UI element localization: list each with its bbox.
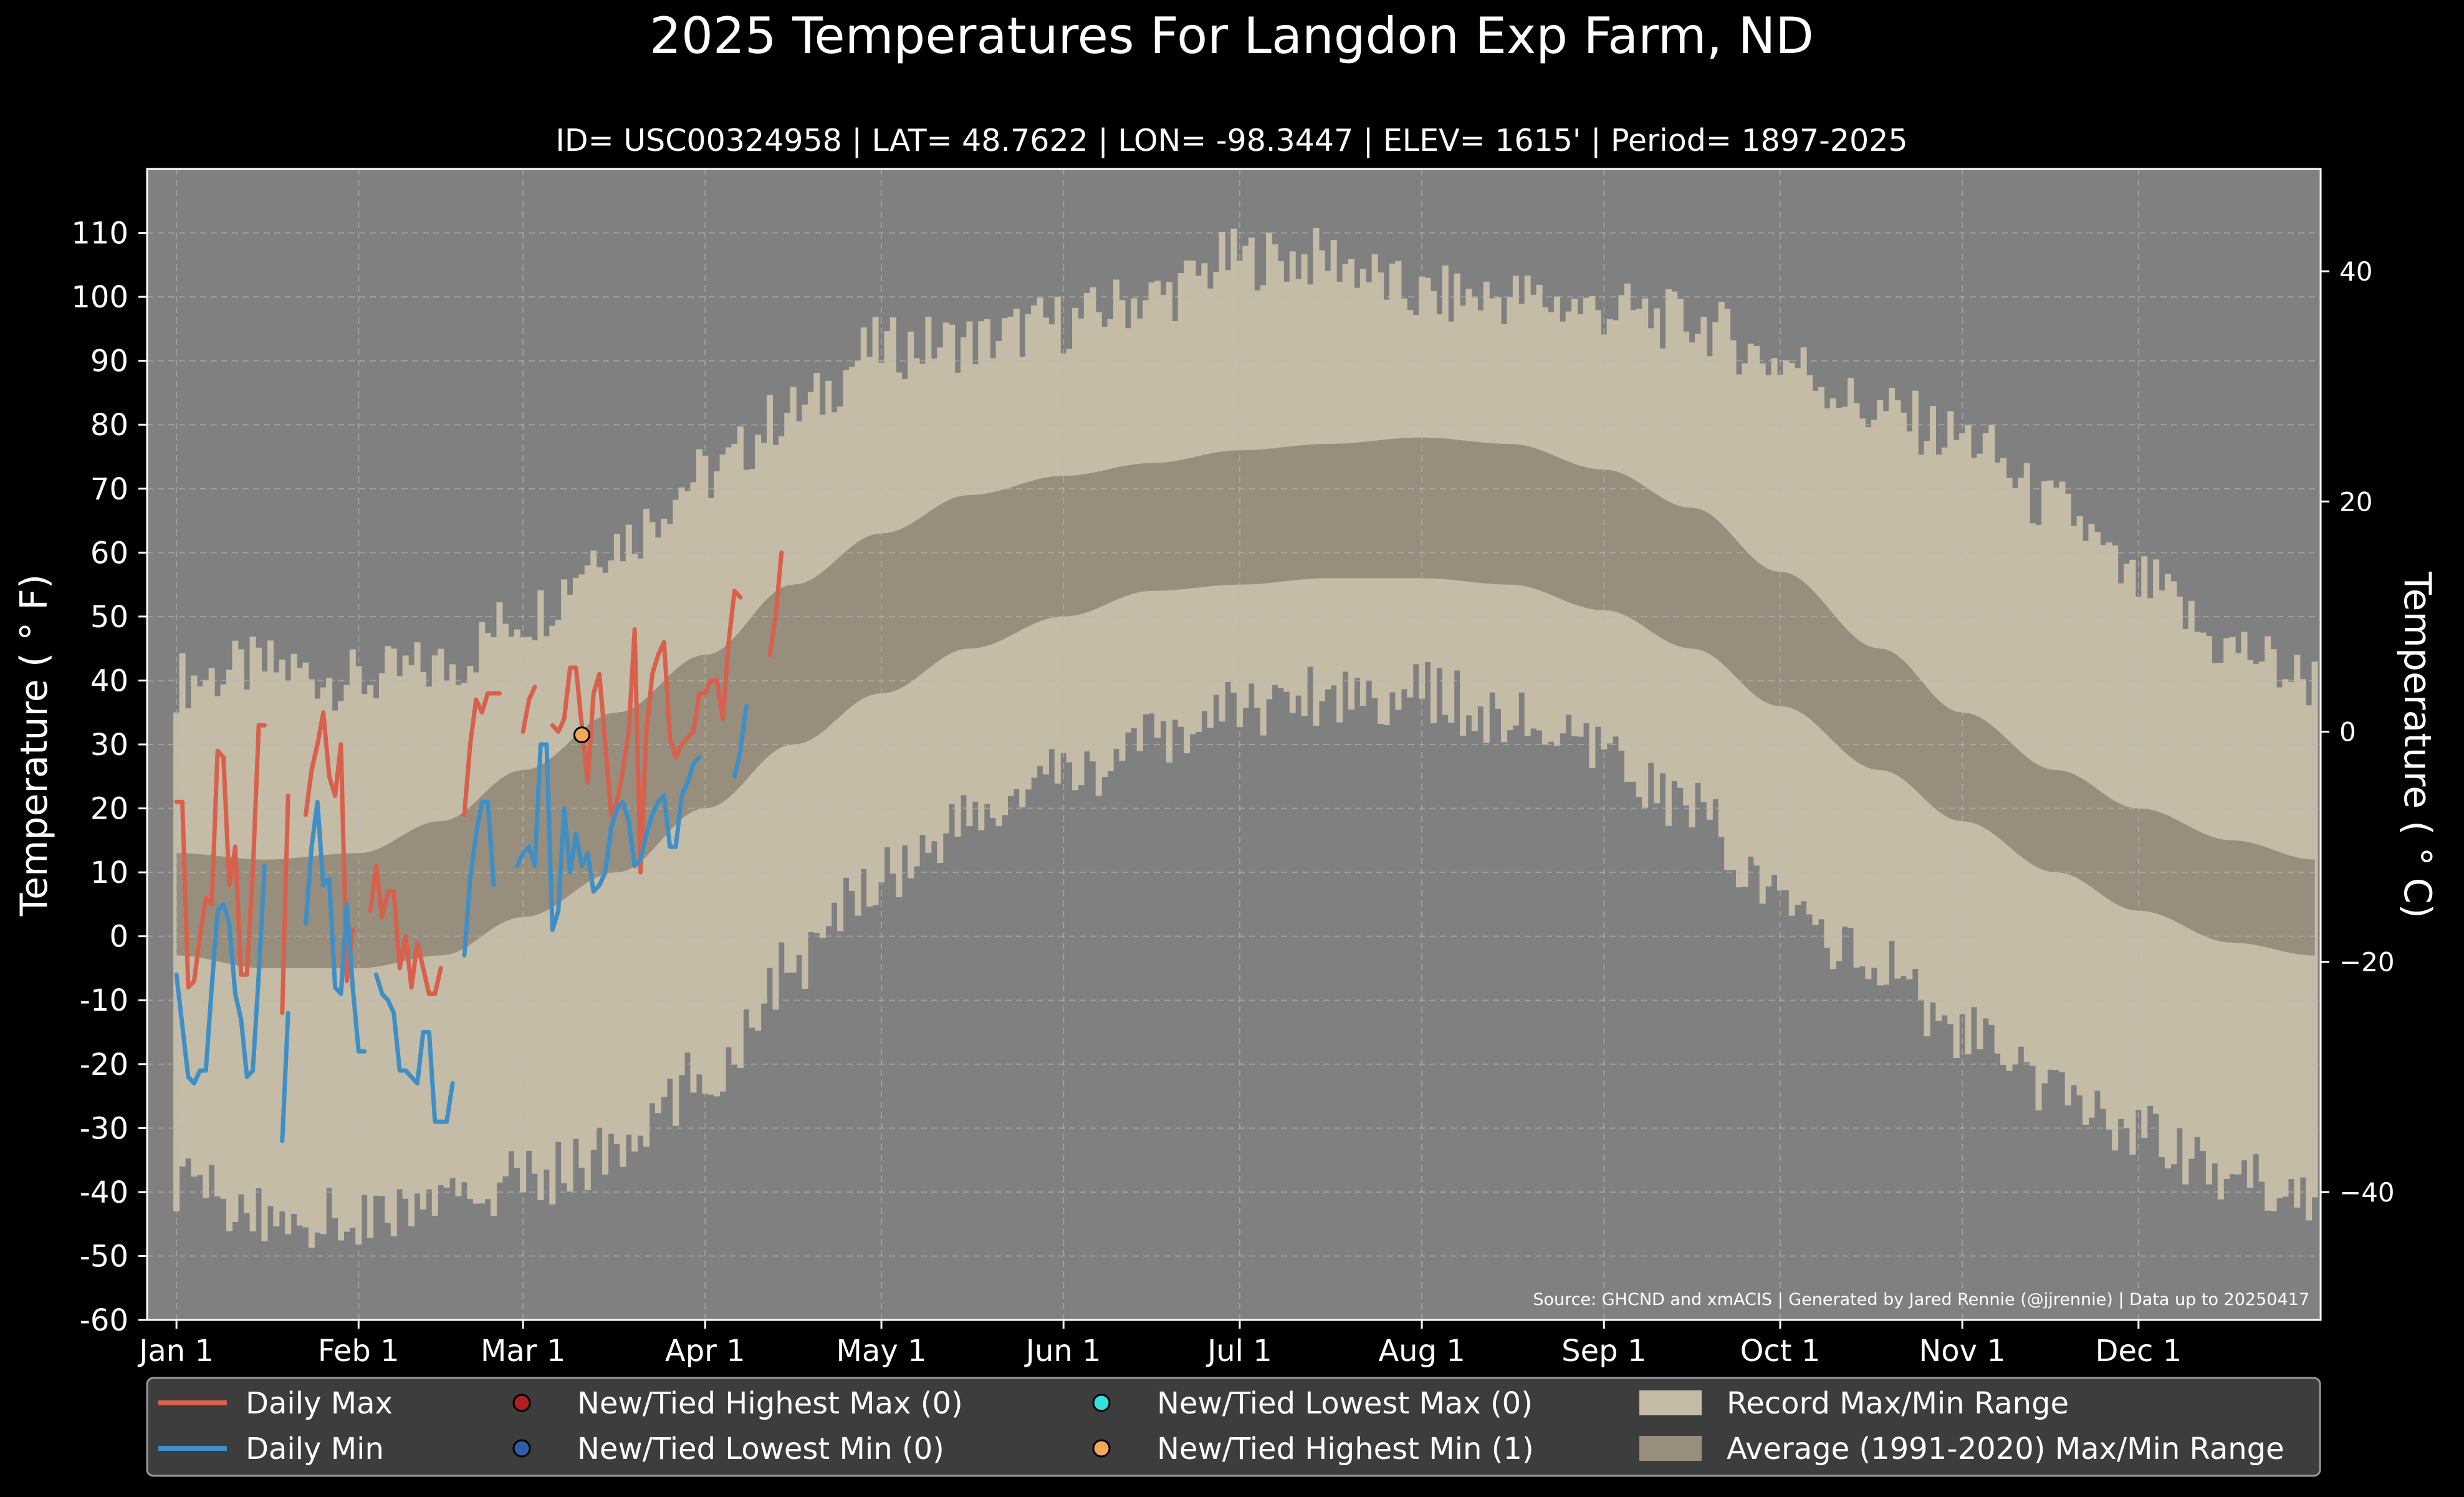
y-tick-label: 40: [90, 663, 128, 698]
chart-subtitle: ID= USC00324958 | LAT= 48.7622 | LON= -9…: [555, 123, 1907, 158]
record-range-bar: [1988, 425, 1995, 1025]
y-axis-label-right: Temperature ( ° C): [2395, 571, 2439, 918]
x-tick-label: Aug 1: [1378, 1334, 1465, 1369]
y2-tick-label: −40: [2339, 1177, 2395, 1208]
y-tick-label: 90: [90, 344, 128, 379]
x-tick-label: Dec 1: [2096, 1334, 2182, 1369]
source-note: Source: GHCND and xmACIS | Generated by …: [1533, 1290, 2309, 1309]
x-tick-label: Mar 1: [481, 1334, 565, 1369]
y-tick-label: 50: [90, 600, 128, 635]
y-tick-label: -10: [80, 983, 128, 1018]
y-tick-label: 10: [90, 855, 128, 890]
y-tick-label: 110: [71, 216, 128, 251]
y-tick-label: 0: [109, 920, 128, 955]
legend-label: Record Max/Min Range: [1727, 1386, 2069, 1421]
y-tick-label: -50: [80, 1239, 128, 1274]
y-tick-label: -40: [80, 1175, 128, 1210]
y-tick-label: 70: [90, 472, 128, 507]
plot-area: -60 -50 -40 -30 -20 -10 0 10 20 30 40 50 60 70 80 90 100…: [71, 168, 2395, 1369]
y-tick-label: 30: [90, 728, 128, 763]
legend: Daily Max Daily Min New/Tied Highest Max (…: [146, 1377, 2321, 1477]
y-tick-label: -20: [80, 1047, 128, 1082]
y-axis-label-left: Temperature ( ° F): [12, 574, 56, 917]
legend-label: New/Tied Lowest Min (0): [577, 1432, 944, 1466]
legend-swatch-patch: [1639, 1436, 1702, 1461]
legend-label: New/Tied Highest Min (1): [1157, 1432, 1534, 1466]
y2-tick-label: 40: [2339, 256, 2372, 287]
normal-range-band: [176, 437, 2315, 968]
daily-min-line: [174, 704, 749, 1143]
legend-swatch-marker: [1092, 1394, 1111, 1412]
y-tick-label: -60: [80, 1303, 128, 1338]
legend-label: New/Tied Lowest Max (0): [1157, 1386, 1533, 1421]
y-tick-label: -30: [80, 1111, 128, 1146]
x-tick-label: Nov 1: [1919, 1334, 2005, 1369]
chart-title: 2025 Temperatures For Langdon Exp Farm, …: [650, 7, 1814, 65]
record-range-bar: [173, 712, 180, 1211]
legend-label: Daily Min: [246, 1432, 384, 1466]
x-tick-label: May 1: [837, 1334, 927, 1369]
highest-min-marker: [573, 726, 590, 744]
legend-swatch-patch: [1639, 1390, 1702, 1415]
daily-max-line: [174, 550, 784, 1016]
legend-swatch-marker: [512, 1439, 531, 1458]
legend-label: New/Tied Highest Max (0): [577, 1386, 963, 1421]
legend-box: [146, 1377, 2321, 1477]
legend-swatch-marker: [1092, 1439, 1111, 1458]
y2-tick-label: 20: [2339, 486, 2372, 517]
record-range-bar: [2306, 705, 2313, 1221]
x-tick-label: Jan 1: [137, 1334, 214, 1369]
y-tick-label: 20: [90, 792, 128, 827]
y-tick-label: 100: [71, 280, 128, 315]
y2-tick-label: 0: [2339, 716, 2356, 747]
x-tick-label: Oct 1: [1740, 1334, 1821, 1369]
legend-label: Average (1991-2020) Max/Min Range: [1727, 1432, 2284, 1466]
x-tick-label: Apr 1: [665, 1334, 745, 1369]
x-tick-label: Jun 1: [1024, 1334, 1101, 1369]
x-tick-label: Sep 1: [1561, 1334, 1646, 1369]
y2-tick-label: −20: [2339, 947, 2395, 978]
x-tick-label: Feb 1: [318, 1334, 400, 1369]
x-tick-label: Jul 1: [1206, 1334, 1272, 1369]
y-tick-label: 60: [90, 536, 128, 570]
y-tick-label: 80: [90, 408, 128, 443]
legend-label: Daily Max: [246, 1386, 393, 1421]
legend-swatch-marker: [512, 1394, 531, 1412]
